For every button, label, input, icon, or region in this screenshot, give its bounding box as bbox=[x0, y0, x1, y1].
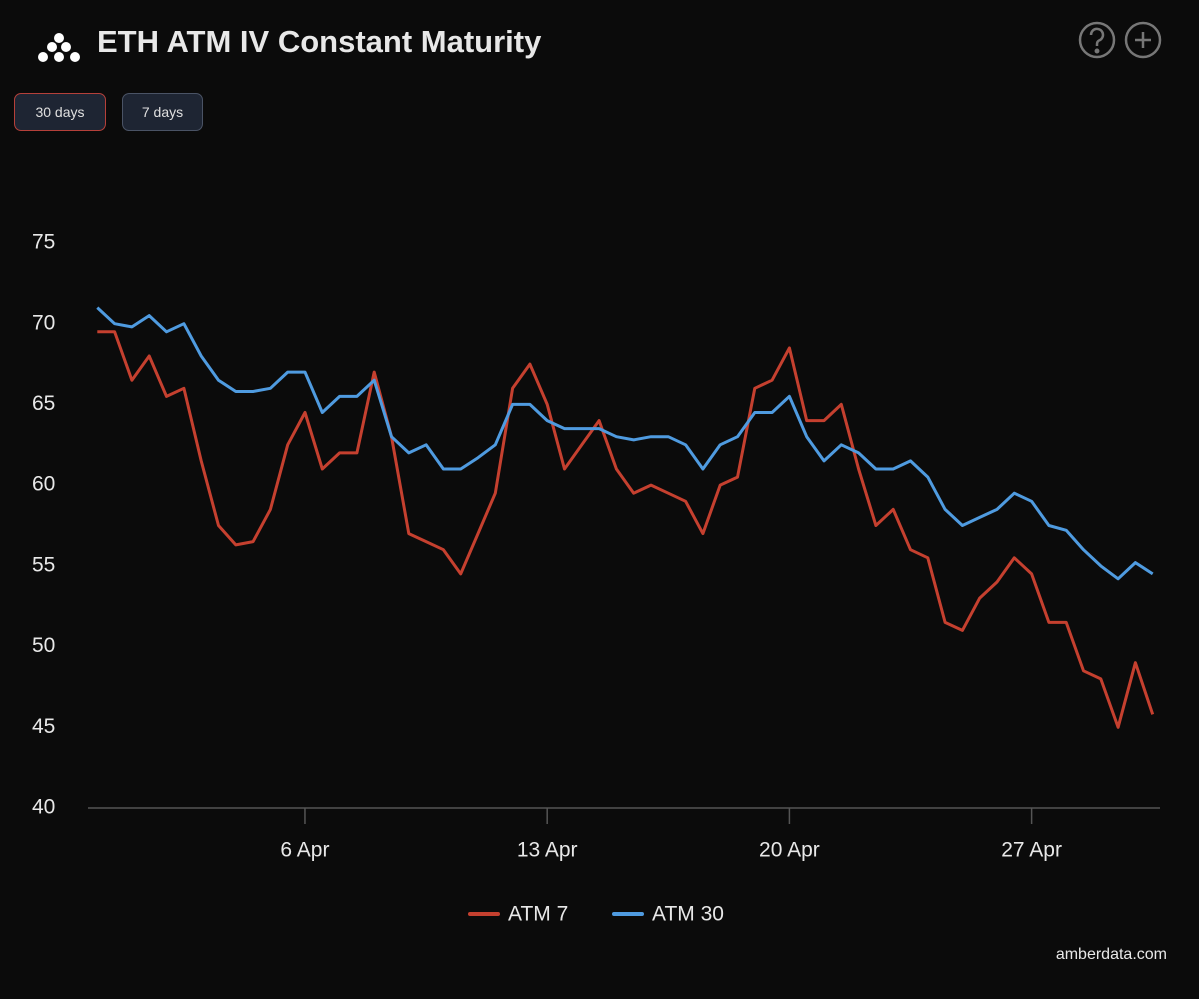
y-tick-label: 50 bbox=[32, 634, 55, 657]
series-line bbox=[96, 306, 1154, 581]
y-tick-label: 55 bbox=[32, 553, 55, 576]
y-tick-label: 70 bbox=[32, 311, 55, 334]
range-button[interactable]: 30 days bbox=[14, 93, 106, 131]
legend-label: ATM 7 bbox=[508, 903, 568, 926]
x-tick-label: 13 Apr bbox=[517, 839, 578, 862]
legend-label: ATM 30 bbox=[652, 903, 724, 926]
x-tick-label: 20 Apr bbox=[759, 839, 820, 862]
y-tick-label: 65 bbox=[32, 392, 55, 415]
series-line bbox=[97, 330, 1155, 729]
y-tick-label: 40 bbox=[32, 796, 55, 819]
logo bbox=[38, 33, 80, 62]
y-tick-label: 75 bbox=[32, 231, 55, 254]
x-tick-label: 27 Apr bbox=[1001, 839, 1062, 862]
help-icon[interactable] bbox=[1078, 21, 1116, 59]
chart-title: ETH ATM IV Constant Maturity bbox=[97, 24, 542, 59]
x-tick-label: 6 Apr bbox=[280, 839, 329, 862]
y-tick-label: 45 bbox=[32, 715, 55, 738]
range-button[interactable]: 7 days bbox=[122, 93, 203, 131]
y-tick-label: 60 bbox=[32, 473, 55, 496]
source: amberdata.com bbox=[1056, 946, 1167, 963]
add-icon[interactable] bbox=[1124, 21, 1162, 59]
